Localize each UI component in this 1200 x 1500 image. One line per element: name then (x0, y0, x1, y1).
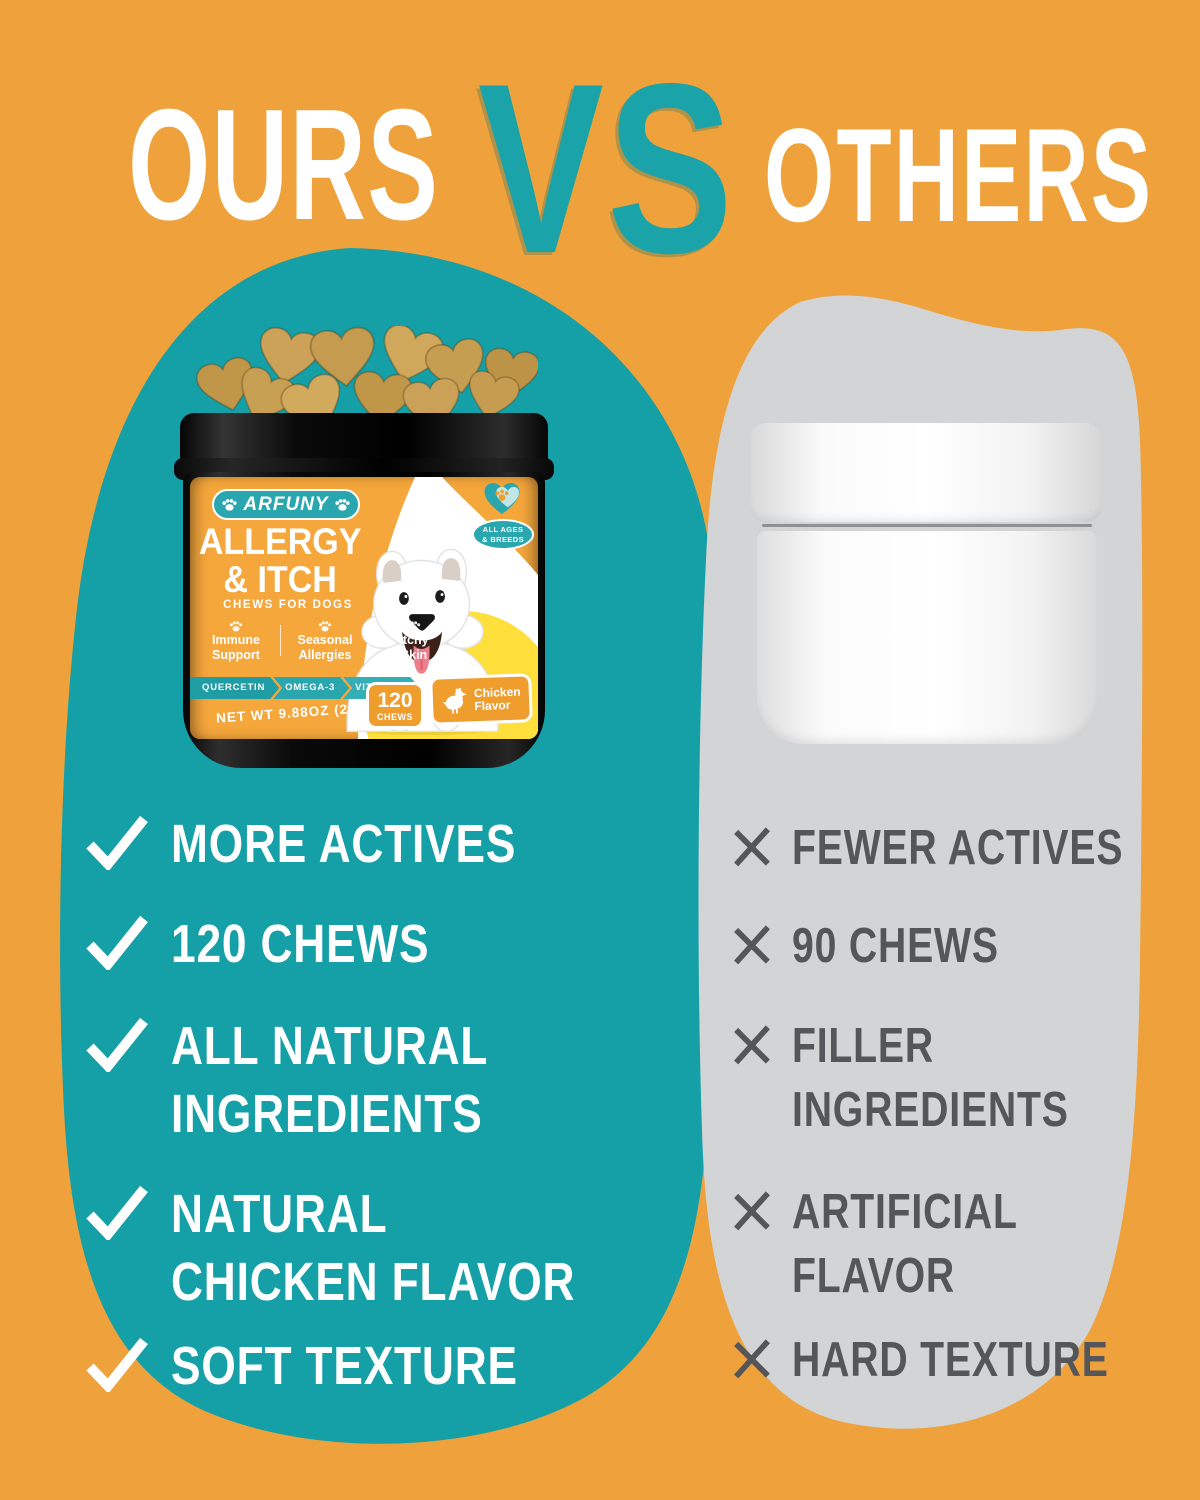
list-item-line: FLAVOR (792, 1249, 956, 1303)
brand-name: ARFUNY (243, 493, 329, 515)
list-item-line: FILLER (792, 1019, 934, 1073)
label-subtitle: CHEWS FOR DOGS (223, 599, 353, 611)
drawback-item: HARD TEXTURE (730, 1328, 1188, 1392)
x-icon (734, 1191, 770, 1231)
all-ages-text: ALL AGES (482, 525, 524, 535)
list-item-line: NATURAL (171, 1184, 388, 1244)
paw-icon (229, 621, 243, 632)
paw-icon (334, 498, 350, 511)
benefit-text: Immune (212, 633, 260, 647)
label-title-line1: ALLERGY (198, 521, 362, 562)
benefit-immune-support: Immune Support (194, 619, 278, 662)
heart-paw-logo (484, 482, 520, 515)
benefit-item: ALL NATURAL INGREDIENTS (85, 1012, 558, 1148)
x-icon (734, 827, 770, 867)
brand-badge: ARFUNY (212, 489, 360, 520)
benefit-item: MORE ACTIVES (85, 810, 592, 878)
benefit-text: Skin (400, 648, 428, 662)
divider (280, 625, 281, 656)
flavor-line: Flavor (474, 697, 511, 713)
paw-icon (407, 621, 421, 632)
banner-segment: OMEGA-3 (273, 677, 349, 699)
drawback-item: FEWER ACTIVES (730, 816, 1200, 880)
check-icon (86, 915, 148, 970)
list-item-line: ALL NATURAL (171, 1016, 489, 1076)
benefit-item: SOFT TEXTURE (85, 1332, 594, 1400)
list-item-line: MORE ACTIVES (171, 814, 517, 874)
header-vs: VS (478, 34, 737, 304)
list-item-line: INGREDIENTS (171, 1084, 483, 1144)
list-item-line: 120 CHEWS (171, 914, 430, 974)
chicken-icon (442, 687, 467, 714)
benefit-item: NATURAL CHICKEN FLAVOR (85, 1180, 664, 1316)
check-icon (86, 1017, 148, 1072)
label-benefits: Immune Support Seasonal Allergies Itchy … (194, 619, 456, 662)
all-ages-text: & BREEDS (482, 534, 524, 544)
benefit-text: Allergies (298, 648, 352, 662)
x-icon (734, 1339, 770, 1379)
paw-icon (222, 498, 237, 511)
check-icon (86, 1337, 148, 1392)
drawback-item: FILLER INGREDIENTS (730, 1014, 1138, 1142)
chew-count-badge: 120 CHEWS (366, 682, 424, 729)
drawback-item: 90 CHEWS (730, 914, 1051, 978)
jar-label: ARFUNY ALLERGY & ITCH CHEWS FOR DOGS Imm… (190, 477, 538, 739)
divider (369, 625, 370, 656)
flavor-badge: Chicken Flavor (429, 673, 533, 726)
check-icon (86, 1185, 148, 1240)
list-item-line: FEWER ACTIVES (792, 821, 1124, 875)
chew-count: 120 (377, 688, 413, 712)
header-others: OTHERS (764, 102, 1154, 250)
plain-jar-body (757, 531, 1097, 744)
header-ours: OURS (128, 77, 440, 253)
list-item-line: HARD TEXTURE (792, 1333, 1109, 1387)
paw-icon (318, 621, 332, 632)
all-ages-badge: ALL AGES & BREEDS (472, 519, 534, 550)
benefit-seasonal-allergies: Seasonal Allergies (283, 619, 367, 662)
list-item-line: CHICKEN FLAVOR (171, 1252, 576, 1312)
drawback-item: ARTIFICIAL FLAVOR (730, 1180, 1074, 1308)
benefit-item: 120 CHEWS (85, 910, 486, 978)
benefit-text: Itchy (399, 633, 429, 647)
list-item-line: INGREDIENTS (792, 1083, 1069, 1137)
plain-jar-lid (750, 423, 1102, 522)
benefit-text: Support (212, 648, 260, 662)
chew-count-label: CHEWS (377, 711, 413, 722)
benefit-text: Seasonal (297, 633, 353, 647)
check-icon (86, 815, 148, 870)
list-item-line: 90 CHEWS (792, 919, 999, 973)
label-title-line2: & ITCH (223, 559, 337, 600)
x-icon (734, 1025, 770, 1065)
banner-segment: QUERCETIN (190, 677, 279, 699)
plain-jar-seam (762, 524, 1092, 527)
benefit-itchy-skin: Itchy Skin (372, 619, 456, 662)
x-icon (734, 925, 770, 965)
list-item-line: SOFT TEXTURE (171, 1336, 518, 1396)
list-item-line: ARTIFICIAL (792, 1185, 1018, 1239)
